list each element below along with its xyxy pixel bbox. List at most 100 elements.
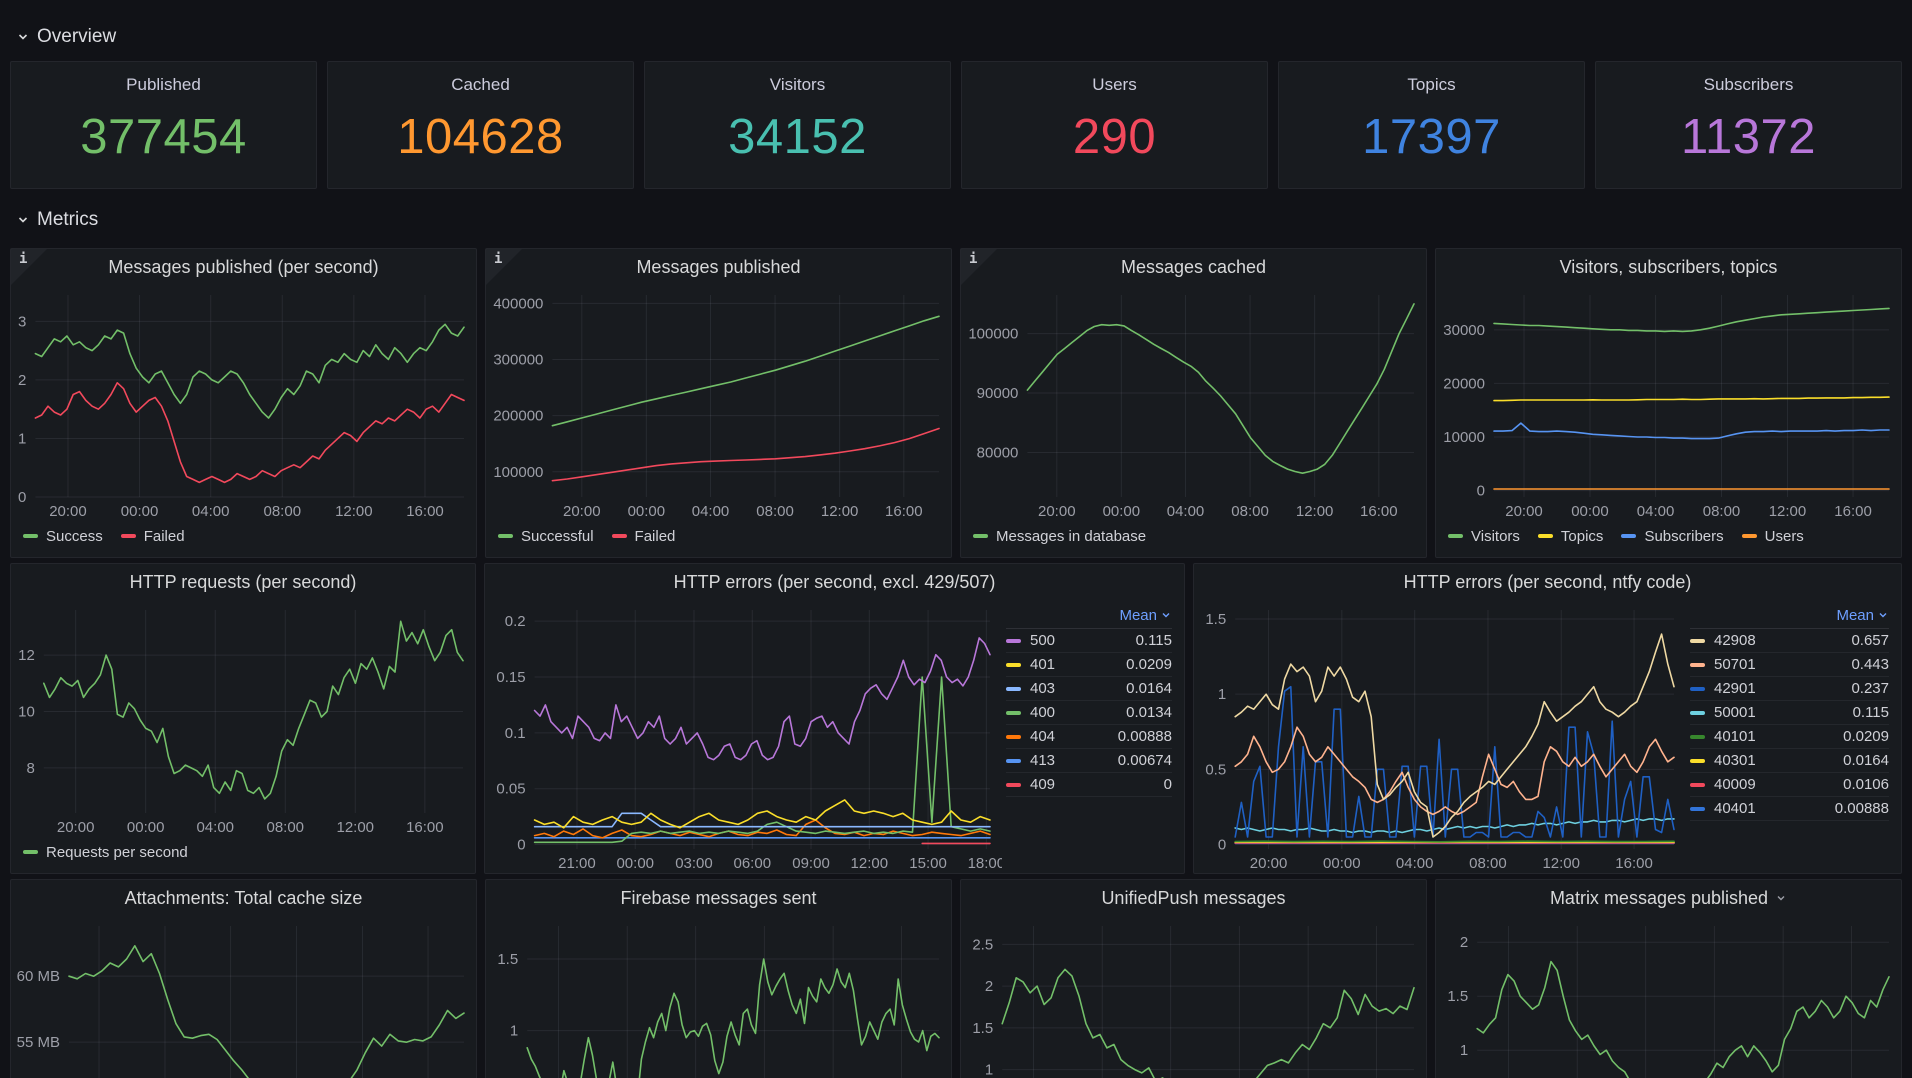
legend-item[interactable]: Successful — [498, 528, 594, 545]
chart-legend-table: Mean 42908 0.657 50701 0.443 42901 0.237 50001 0… — [1686, 600, 1901, 873]
legend-item[interactable]: Subscribers — [1621, 528, 1724, 545]
stat-value: 290 — [1072, 110, 1157, 165]
section-overview[interactable]: Overview — [16, 24, 116, 50]
svg-text:0.15: 0.15 — [496, 669, 525, 686]
legend-table-row[interactable]: 50701 0.443 — [1690, 653, 1889, 677]
panel-title[interactable]: HTTP errors (per second, ntfy code) — [1194, 564, 1901, 600]
chart-legend: Success Failed — [11, 521, 476, 557]
svg-text:1: 1 — [985, 1062, 993, 1078]
legend-table-row[interactable]: 50001 0.115 — [1690, 701, 1889, 725]
legend-mean-sort[interactable]: Mean — [1690, 602, 1889, 629]
panel-title[interactable]: Visitors, subscribers, topics — [1436, 249, 1901, 285]
legend-table-row[interactable]: 40101 0.0209 — [1690, 725, 1889, 749]
legend-label: Requests per second — [46, 843, 188, 861]
panel-title[interactable]: Messages published (per second) — [11, 249, 476, 285]
svg-text:16:00: 16:00 — [885, 503, 923, 520]
panel-info-icon[interactable] — [486, 249, 522, 285]
legend-mean-sort[interactable]: Mean — [1006, 602, 1172, 629]
legend-swatch — [1690, 710, 1705, 715]
legend-item[interactable]: Failed — [120, 528, 185, 545]
legend-table-row[interactable]: 404 0.00888 — [1006, 725, 1172, 749]
legend-table-row[interactable]: 42901 0.237 — [1690, 677, 1889, 701]
series-line — [1234, 685, 1675, 838]
legend-table-row[interactable]: 413 0.00674 — [1006, 749, 1172, 773]
legend-swatch — [1006, 662, 1021, 667]
legend-series-name: 403 — [1030, 680, 1056, 697]
chart[interactable]: 20:00 00:00 04:00 08:00 12:00 16:00 8 10 12 — [11, 600, 475, 837]
chart[interactable]: 20:00 00:00 04:00 08:00 12:00 16:00 80000 90000… — [961, 285, 1426, 521]
svg-text:06:00: 06:00 — [734, 855, 772, 872]
series-line — [34, 382, 465, 484]
panel-title[interactable]: HTTP errors (per second, excl. 429/507) — [485, 564, 1184, 600]
legend-item[interactable]: Messages in database — [973, 528, 1146, 545]
legend-table-row[interactable]: 40401 0.00888 — [1690, 797, 1889, 821]
panel-title[interactable]: Messages cached — [961, 249, 1426, 285]
legend-table-row[interactable]: 409 0 — [1006, 773, 1172, 797]
svg-text:1.5: 1.5 — [1447, 988, 1468, 1005]
legend-mean-value: 0.115 — [1135, 632, 1172, 649]
legend-table-row[interactable]: 42908 0.657 — [1690, 629, 1889, 653]
svg-text:08:00: 08:00 — [756, 503, 794, 520]
svg-text:00:00: 00:00 — [628, 503, 666, 520]
legend-item[interactable]: Failed — [611, 528, 675, 545]
legend-item[interactable]: Success — [23, 528, 103, 545]
panel-title[interactable]: Matrix messages published — [1436, 880, 1901, 916]
panel-title[interactable]: Messages published — [486, 249, 951, 285]
legend-table-row[interactable]: 400 0.0134 — [1006, 701, 1172, 725]
svg-text:12:00: 12:00 — [821, 503, 859, 520]
chevron-down-icon — [18, 34, 28, 40]
chart[interactable]: 20:00 00:00 04:00 08:00 12:00 16:00 0 10000 2000… — [1436, 285, 1901, 521]
chart[interactable]: 20:00 00:00 04:00 08:00 12:00 16:00 0 1 2 3 — [11, 285, 476, 521]
stat-title: Visitors — [769, 75, 826, 94]
chart[interactable]: 21:00 00:00 03:00 06:00 09:00 12:00 15:00 18:00… — [485, 600, 1002, 873]
panel-title[interactable]: Firebase messages sent — [486, 880, 951, 916]
legend-table-row[interactable]: 40009 0.0106 — [1690, 773, 1889, 797]
legend-table-row[interactable]: 401 0.0209 — [1006, 653, 1172, 677]
legend-swatch — [1448, 534, 1463, 538]
legend-item[interactable]: Requests per second — [23, 844, 188, 861]
legend-mean-value: 0.0134 — [1126, 704, 1172, 721]
legend-series-name: 42901 — [1714, 680, 1756, 697]
panel-info-icon[interactable] — [11, 249, 47, 285]
legend-label: Success — [46, 527, 103, 545]
panel-title[interactable]: HTTP requests (per second) — [11, 564, 475, 600]
legend-swatch — [1690, 782, 1705, 787]
panel-title[interactable]: UnifiedPush messages — [961, 880, 1426, 916]
legend-item[interactable]: Topics — [1537, 528, 1603, 545]
chart-legend-table: Mean 500 0.115 401 0.0209 403 0.0164 400 0.0134 4… — [1002, 600, 1184, 873]
panel-title-text: Matrix messages published — [1549, 887, 1769, 908]
legend-series-name: 40009 — [1714, 776, 1756, 793]
panel-unifiedpush-messages: UnifiedPush messages 20:0000:0004:0008:0… — [960, 879, 1427, 1078]
legend-swatch — [1690, 734, 1705, 739]
chart-legend: Requests per second — [11, 837, 475, 873]
legend-table-row[interactable]: 500 0.115 — [1006, 629, 1172, 653]
chart[interactable]: 20:00 00:00 04:00 08:00 12:00 16:00 0 0.5 1 1.5 — [1194, 600, 1686, 873]
panel-title-text: UnifiedPush messages — [1101, 887, 1286, 908]
legend-table-row[interactable]: 403 0.0164 — [1006, 677, 1172, 701]
panel-title-text: HTTP errors (per second, excl. 429/507) — [673, 571, 996, 592]
legend-item[interactable]: Users — [1741, 528, 1804, 545]
stat-title: Subscribers — [1703, 75, 1794, 94]
panel-menu-chevron-icon[interactable] — [1775, 892, 1787, 904]
section-metrics[interactable]: Metrics — [16, 207, 98, 233]
panel-info-icon[interactable] — [961, 249, 997, 285]
legend-item[interactable]: Visitors — [1448, 528, 1520, 545]
section-title: Metrics — [37, 209, 99, 230]
legend-mean-value: 0.115 — [1852, 704, 1889, 721]
legend-series-name: 40301 — [1714, 752, 1756, 769]
chart[interactable]: 20:00 00:00 04:00 08:00 12:00 16:00 100000 2000… — [486, 285, 951, 521]
panel-title[interactable]: Attachments: Total cache size — [11, 880, 476, 916]
svg-text:400000: 400000 — [493, 295, 543, 312]
legend-mean-value: 0.443 — [1851, 656, 1889, 673]
svg-text:04:00: 04:00 — [1637, 503, 1675, 520]
svg-text:00:00: 00:00 — [616, 855, 654, 872]
legend-swatch — [1741, 534, 1757, 538]
legend-swatch — [973, 534, 988, 538]
stat-value: 17397 — [1362, 110, 1501, 165]
panel-title-text: Attachments: Total cache size — [124, 887, 363, 908]
legend-table-row[interactable]: 40301 0.0164 — [1690, 749, 1889, 773]
